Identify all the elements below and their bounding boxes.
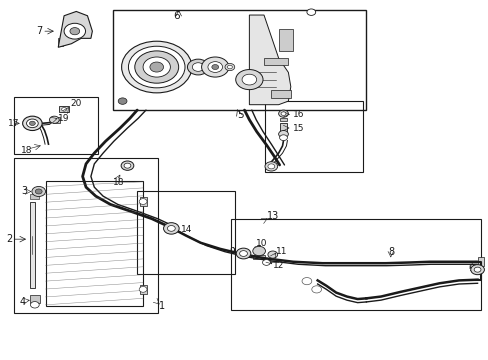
Bar	[113, 10, 366, 110]
Text: 19: 19	[58, 114, 70, 123]
Bar	[45, 181, 143, 306]
Circle shape	[150, 62, 163, 72]
Circle shape	[224, 63, 234, 71]
Circle shape	[70, 28, 80, 35]
Circle shape	[32, 186, 45, 197]
Circle shape	[235, 69, 263, 90]
Circle shape	[64, 23, 85, 39]
Circle shape	[61, 108, 66, 111]
Circle shape	[306, 9, 315, 15]
Text: 15: 15	[293, 123, 304, 132]
Circle shape	[242, 74, 256, 85]
Circle shape	[262, 260, 270, 265]
Polygon shape	[280, 118, 286, 121]
Polygon shape	[278, 30, 293, 51]
Bar	[14, 158, 158, 314]
Text: 14: 14	[181, 225, 192, 234]
Text: 1: 1	[159, 301, 165, 311]
Circle shape	[118, 98, 127, 104]
Text: 3: 3	[21, 186, 27, 196]
Polygon shape	[249, 15, 290, 105]
Text: 18: 18	[21, 146, 33, 155]
Circle shape	[278, 131, 288, 138]
Circle shape	[30, 302, 39, 308]
Circle shape	[135, 51, 178, 83]
Text: 20: 20	[70, 99, 81, 108]
Polygon shape	[253, 255, 264, 259]
Polygon shape	[30, 296, 40, 303]
Circle shape	[279, 135, 287, 140]
Text: 16: 16	[293, 110, 304, 119]
Circle shape	[121, 161, 134, 170]
Text: 10: 10	[256, 239, 267, 248]
Circle shape	[201, 57, 228, 77]
Polygon shape	[140, 285, 147, 294]
Text: 5: 5	[237, 110, 244, 120]
Circle shape	[227, 65, 232, 69]
Circle shape	[167, 226, 175, 231]
Circle shape	[239, 251, 247, 256]
Text: 17: 17	[7, 119, 19, 128]
Bar	[265, 101, 362, 172]
Circle shape	[128, 46, 184, 88]
Circle shape	[473, 267, 480, 272]
Polygon shape	[477, 257, 484, 266]
Text: 18: 18	[113, 178, 124, 187]
Polygon shape	[53, 117, 60, 123]
Text: 2: 2	[6, 234, 13, 244]
Text: 7: 7	[36, 26, 42, 36]
Circle shape	[302, 278, 311, 285]
Circle shape	[163, 223, 179, 234]
Circle shape	[281, 112, 285, 116]
Circle shape	[267, 251, 277, 258]
Circle shape	[311, 286, 321, 293]
Circle shape	[139, 287, 147, 292]
Circle shape	[278, 110, 288, 117]
Circle shape	[22, 116, 42, 131]
Circle shape	[187, 59, 208, 75]
Polygon shape	[58, 12, 92, 47]
Circle shape	[192, 63, 203, 71]
Circle shape	[470, 265, 484, 275]
Circle shape	[207, 62, 222, 72]
Circle shape	[267, 164, 274, 169]
Circle shape	[26, 119, 38, 128]
Polygon shape	[140, 197, 147, 206]
Text: 9: 9	[468, 265, 473, 274]
Circle shape	[122, 41, 191, 93]
Polygon shape	[279, 123, 287, 132]
Polygon shape	[59, 107, 69, 112]
Text: 6: 6	[173, 11, 179, 21]
Bar	[231, 220, 480, 310]
Text: 9: 9	[228, 247, 234, 256]
Circle shape	[139, 199, 147, 204]
Circle shape	[124, 163, 131, 168]
Text: 13: 13	[266, 211, 278, 221]
Text: 4: 4	[20, 297, 26, 307]
Circle shape	[35, 189, 42, 194]
Polygon shape	[30, 194, 39, 199]
Circle shape	[236, 248, 250, 259]
Bar	[137, 192, 234, 274]
Circle shape	[29, 121, 35, 126]
Text: 8: 8	[388, 247, 394, 257]
Text: 12: 12	[272, 261, 284, 270]
Bar	[14, 97, 98, 154]
Text: 11: 11	[276, 247, 287, 256]
Polygon shape	[58, 39, 63, 45]
Polygon shape	[264, 58, 288, 65]
Circle shape	[264, 162, 277, 171]
Circle shape	[211, 64, 218, 69]
Circle shape	[49, 116, 59, 123]
Polygon shape	[271, 90, 290, 98]
Polygon shape	[30, 202, 35, 288]
Polygon shape	[267, 259, 277, 262]
Circle shape	[143, 57, 170, 77]
Circle shape	[252, 246, 265, 256]
